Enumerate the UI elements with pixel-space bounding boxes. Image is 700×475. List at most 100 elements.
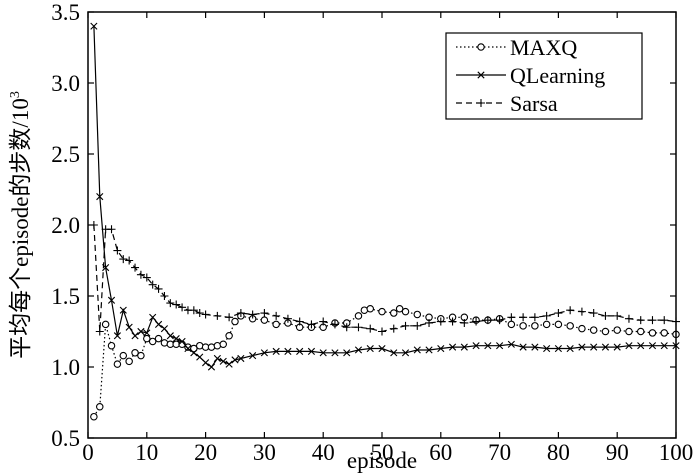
data-point-maxq	[395, 305, 404, 313]
data-point-maxq	[625, 327, 633, 336]
data-point-maxq	[154, 334, 163, 343]
data-point-maxq	[90, 412, 98, 421]
data-point-maxq	[190, 344, 198, 353]
series-maxq	[90, 305, 680, 421]
data-point-maxq	[366, 305, 374, 313]
data-point-qlearning	[219, 357, 227, 365]
data-point-sarsa	[166, 299, 175, 308]
legend: MAXQ QLearning Sarsa	[445, 32, 643, 120]
data-point-maxq	[390, 309, 398, 317]
data-point-sarsa	[577, 307, 586, 316]
data-point-sarsa	[342, 323, 351, 332]
data-point-sarsa	[213, 311, 222, 320]
legend-label-maxq: MAXQ	[510, 35, 577, 60]
data-point-maxq	[507, 320, 516, 329]
legend-label-sarsa: Sarsa	[510, 91, 558, 116]
data-point-qlearning	[284, 347, 292, 355]
y-tick-label: 0.5	[51, 426, 80, 451]
data-point-maxq	[231, 317, 239, 326]
data-point-qlearning	[149, 313, 157, 321]
series-qlearning	[90, 22, 680, 371]
legend-marker-maxq	[477, 43, 485, 51]
data-point-qlearning	[237, 354, 245, 363]
data-point-qlearning	[96, 193, 104, 201]
data-point-qlearning	[184, 344, 192, 353]
data-point-maxq	[260, 316, 269, 324]
data-point-qlearning	[207, 363, 216, 371]
data-point-sarsa	[660, 316, 669, 325]
y-axis-title: 平均每个episode的步数/103	[8, 91, 33, 359]
data-point-sarsa	[601, 311, 610, 320]
data-point-sarsa	[225, 313, 234, 322]
data-point-qlearning	[648, 342, 657, 350]
data-point-qlearning	[401, 349, 410, 357]
data-point-qlearning	[131, 332, 139, 340]
x-tick-label: 20	[194, 440, 217, 465]
data-point-qlearning	[225, 360, 233, 368]
y-tick-label: 3.5	[51, 0, 80, 25]
data-point-qlearning	[113, 332, 121, 340]
data-point-sarsa	[189, 306, 198, 315]
data-point-sarsa	[319, 317, 328, 326]
x-tick-label: 80	[547, 440, 570, 465]
data-point-qlearning	[625, 342, 633, 350]
data-point-sarsa	[160, 292, 169, 300]
data-point-sarsa	[636, 316, 645, 325]
data-point-qlearning	[425, 346, 433, 354]
data-point-maxq	[225, 332, 233, 340]
data-point-qlearning	[437, 344, 445, 353]
data-point-maxq	[542, 320, 551, 329]
data-point-sarsa	[142, 273, 151, 282]
data-point-qlearning	[448, 343, 457, 351]
data-point-sarsa	[119, 255, 128, 264]
data-point-maxq	[401, 307, 410, 316]
data-point-sarsa	[113, 246, 122, 255]
data-point-maxq	[660, 329, 668, 337]
legend-item-qlearning: QLearning	[456, 63, 605, 88]
data-point-sarsa	[648, 316, 657, 325]
data-point-maxq	[113, 360, 122, 368]
data-point-sarsa	[483, 316, 492, 325]
data-point-qlearning	[331, 349, 339, 357]
plot-frame	[87, 11, 677, 439]
data-point-qlearning	[107, 296, 116, 304]
data-point-sarsa	[413, 321, 422, 330]
data-point-maxq	[101, 320, 110, 329]
data-point-maxq	[531, 322, 539, 330]
data-point-sarsa	[272, 311, 281, 320]
legend-item-sarsa: Sarsa	[456, 91, 558, 116]
data-point-sarsa	[195, 309, 204, 318]
data-point-maxq	[219, 340, 227, 349]
data-point-qlearning	[166, 332, 174, 340]
data-point-qlearning	[590, 343, 598, 351]
data-point-qlearning	[601, 343, 610, 351]
data-point-maxq	[137, 351, 145, 360]
data-point-qlearning	[190, 349, 198, 357]
x-tick-label: 0	[82, 440, 94, 465]
data-point-maxq	[119, 351, 128, 360]
data-point-sarsa	[260, 309, 269, 318]
data-point-sarsa	[236, 309, 245, 318]
data-point-sarsa	[389, 324, 398, 333]
data-point-sarsa	[283, 314, 292, 323]
data-point-qlearning	[554, 344, 562, 353]
data-point-qlearning	[413, 346, 421, 354]
data-point-maxq	[354, 312, 363, 320]
x-tick-label: 40	[312, 440, 335, 465]
data-point-sarsa	[554, 309, 563, 318]
data-point-sarsa	[125, 256, 134, 265]
data-point-maxq	[648, 329, 657, 337]
data-point-maxq	[578, 324, 586, 333]
data-point-qlearning	[213, 354, 221, 363]
x-tick-label: 90	[606, 440, 629, 465]
y-tick-label: 2.5	[51, 142, 80, 167]
data-point-qlearning	[354, 346, 363, 354]
data-point-maxq	[378, 307, 386, 316]
data-point-sarsa	[566, 306, 575, 315]
axis-ticks: 0 10 20 30 40 50 60 70 80 90 100 0.5 1.0 1.5 2.0 2.5 3.0…	[51, 0, 693, 465]
y-tick-label: 1.5	[51, 284, 80, 309]
data-point-qlearning	[272, 347, 280, 355]
data-point-maxq	[636, 327, 645, 336]
data-point-maxq	[566, 322, 574, 330]
data-point-sarsa	[248, 310, 257, 319]
